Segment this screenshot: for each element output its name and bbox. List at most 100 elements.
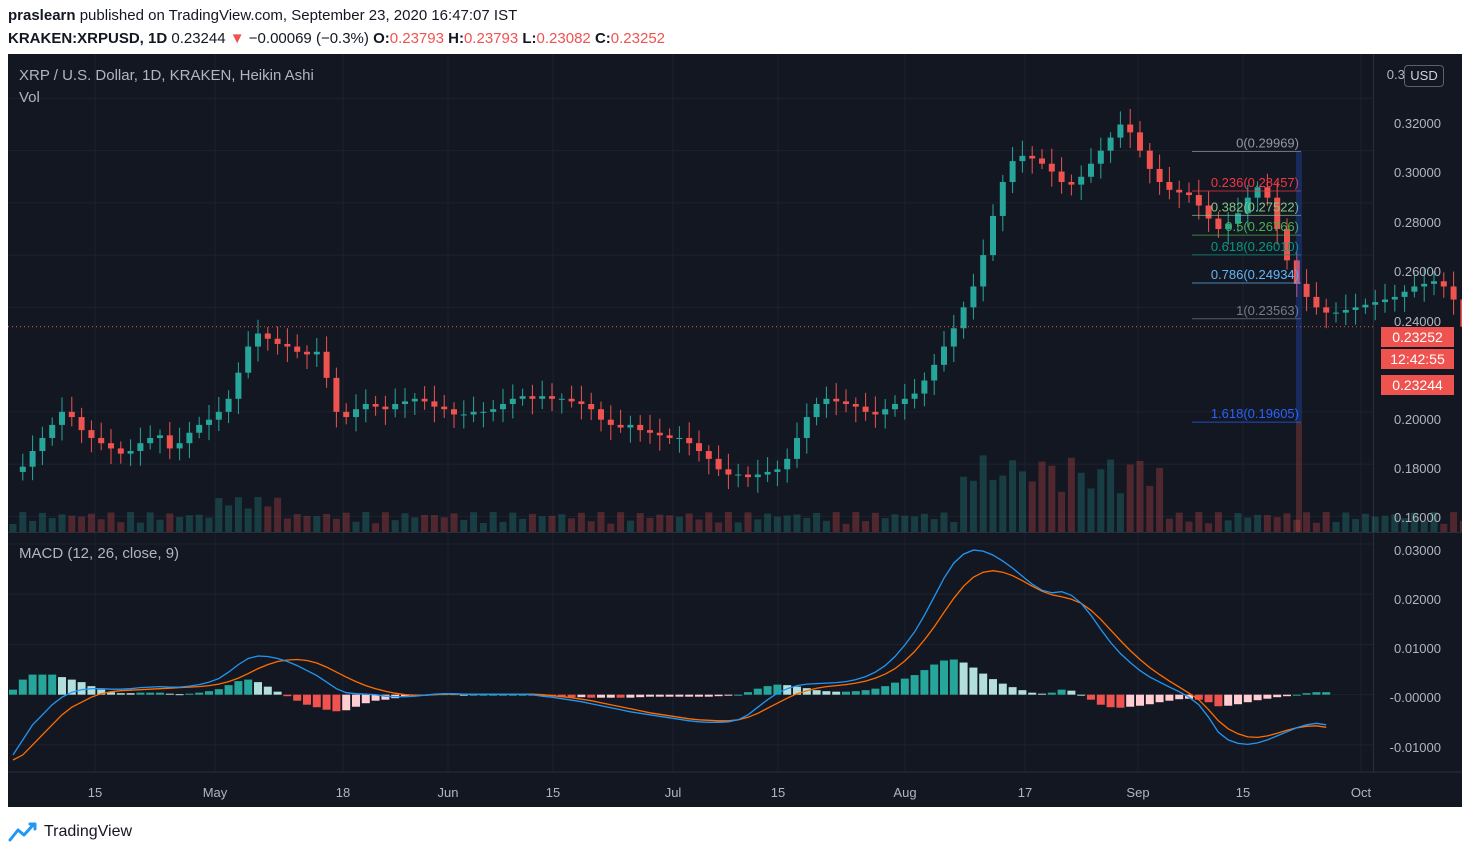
candle-body: [1156, 168, 1163, 182]
macd-histogram-bar: [87, 686, 96, 695]
close-value: 0.23252: [610, 30, 666, 47]
macd-histogram-bar: [499, 694, 507, 696]
volume-bar: [862, 521, 870, 532]
macd-histogram-bar: [136, 692, 145, 695]
candle-body: [911, 393, 918, 399]
volume-bar: [842, 523, 850, 532]
volume-bar: [1048, 465, 1056, 532]
chart-canvas[interactable]: 0(0.29969) 0.236(0.28457) 0.382(0.27522) 0.…: [8, 54, 1462, 807]
down-arrow-icon: ▼: [229, 30, 245, 47]
volume-bar: [1156, 467, 1164, 532]
volume-bar: [1195, 512, 1203, 532]
volume-bar: [724, 512, 732, 532]
macd-histogram-bar: [1302, 693, 1311, 695]
candle-body: [1244, 197, 1251, 214]
fib-level-label: 0.236(0.28457): [1211, 175, 1299, 190]
currency-badge[interactable]: USD: [1404, 65, 1444, 87]
macd-histogram-bar: [861, 690, 870, 695]
price-scale-label: 0.24000: [1394, 314, 1441, 329]
volume-bar: [1283, 513, 1291, 532]
candle-body: [1411, 286, 1418, 292]
macd-histogram-bar: [322, 694, 331, 710]
candle-body: [549, 396, 555, 399]
macd-histogram-bar: [126, 693, 135, 695]
volume-bar: [176, 516, 184, 532]
macd-histogram-bar: [910, 675, 919, 695]
tradingview-logo-icon: [8, 822, 37, 842]
volume-bar: [1430, 512, 1438, 532]
volume-legend[interactable]: Vol: [19, 89, 40, 106]
macd-histogram-bar: [175, 694, 184, 696]
macd-histogram-bar: [616, 694, 625, 698]
macd-histogram-bar: [685, 694, 694, 697]
tradingview-branding[interactable]: TradingView: [8, 818, 132, 846]
time-axis-label: 15: [771, 785, 785, 800]
candle-body: [117, 448, 124, 454]
macd-histogram-bar: [891, 682, 899, 695]
author-name[interactable]: praslearn: [8, 7, 76, 24]
macd-histogram-bar: [626, 694, 635, 698]
macd-legend[interactable]: MACD (12, 26, close, 9): [19, 545, 180, 562]
candle-body: [1235, 213, 1241, 224]
price-scale-label: 0.32000: [1394, 116, 1441, 131]
volume-bar: [1322, 512, 1330, 532]
candle-body: [392, 404, 399, 410]
candle-body: [451, 409, 457, 415]
volume-bar: [1107, 459, 1115, 532]
volume-bar: [254, 497, 262, 532]
macd-histogram-bar: [1312, 692, 1321, 695]
volume-bar: [185, 515, 193, 532]
macd-histogram-bar: [1008, 687, 1017, 695]
macd-histogram-bar: [773, 684, 782, 695]
volume-bar: [411, 517, 419, 532]
candle-body: [1274, 197, 1281, 230]
volume-bar: [225, 505, 233, 532]
candle-body: [862, 406, 869, 412]
volume-bar: [930, 519, 938, 532]
macd-histogram-bar: [714, 694, 723, 697]
macd-histogram-bar: [881, 686, 890, 695]
macd-histogram-bar: [293, 694, 302, 701]
macd-histogram-bar: [518, 694, 527, 696]
candle-body: [206, 419, 212, 425]
low-label: L:: [522, 30, 537, 47]
macd-histogram-bar: [753, 688, 762, 695]
price-scale-label: 0.30000: [1394, 165, 1441, 180]
macd-histogram-bar: [352, 694, 360, 707]
fib-level-label: 0.618(0.26010): [1211, 239, 1299, 254]
volume-bar: [685, 513, 693, 532]
macd-histogram-bar: [77, 682, 86, 695]
macd-histogram-bar: [606, 694, 615, 698]
open-value: 0.23793: [389, 30, 444, 47]
volume-bar: [1165, 518, 1173, 532]
macd-histogram-bar: [1243, 694, 1252, 703]
macd-histogram-bar: [342, 694, 351, 711]
volume-bar: [617, 512, 625, 532]
macd-histogram-bar: [459, 694, 468, 696]
macd-histogram-bar: [724, 694, 733, 696]
volume-bar: [822, 520, 830, 532]
macd-histogram-bar: [842, 691, 850, 695]
macd-histogram-bar: [1283, 694, 1291, 697]
volume-bar: [381, 512, 389, 532]
macd-histogram-bar: [655, 694, 664, 697]
volume-bar: [675, 516, 683, 532]
candle-body: [1421, 283, 1428, 287]
candle-body: [333, 377, 340, 412]
candle-body: [264, 333, 271, 339]
candle-body: [1088, 163, 1094, 177]
chart-frame[interactable]: 0(0.29969) 0.236(0.28457) 0.382(0.27522) 0.…: [8, 54, 1462, 807]
macd-histogram-bar: [1194, 694, 1203, 700]
high-value: 0.23793: [463, 30, 519, 47]
volume-bar: [136, 522, 144, 532]
candle-body: [39, 437, 46, 452]
candle-body: [803, 417, 810, 438]
chart-legend-title[interactable]: XRP / U.S. Dollar, 1D, KRAKEN, Heikin As…: [19, 67, 314, 84]
candle-body: [1029, 155, 1036, 159]
volume-bar: [1038, 461, 1046, 532]
macd-histogram-bar: [1224, 694, 1233, 706]
macd-histogram-bar: [1077, 694, 1086, 696]
macd-histogram-bar: [744, 692, 752, 695]
volume-bar: [999, 475, 1007, 532]
open-label: O:: [373, 30, 390, 47]
